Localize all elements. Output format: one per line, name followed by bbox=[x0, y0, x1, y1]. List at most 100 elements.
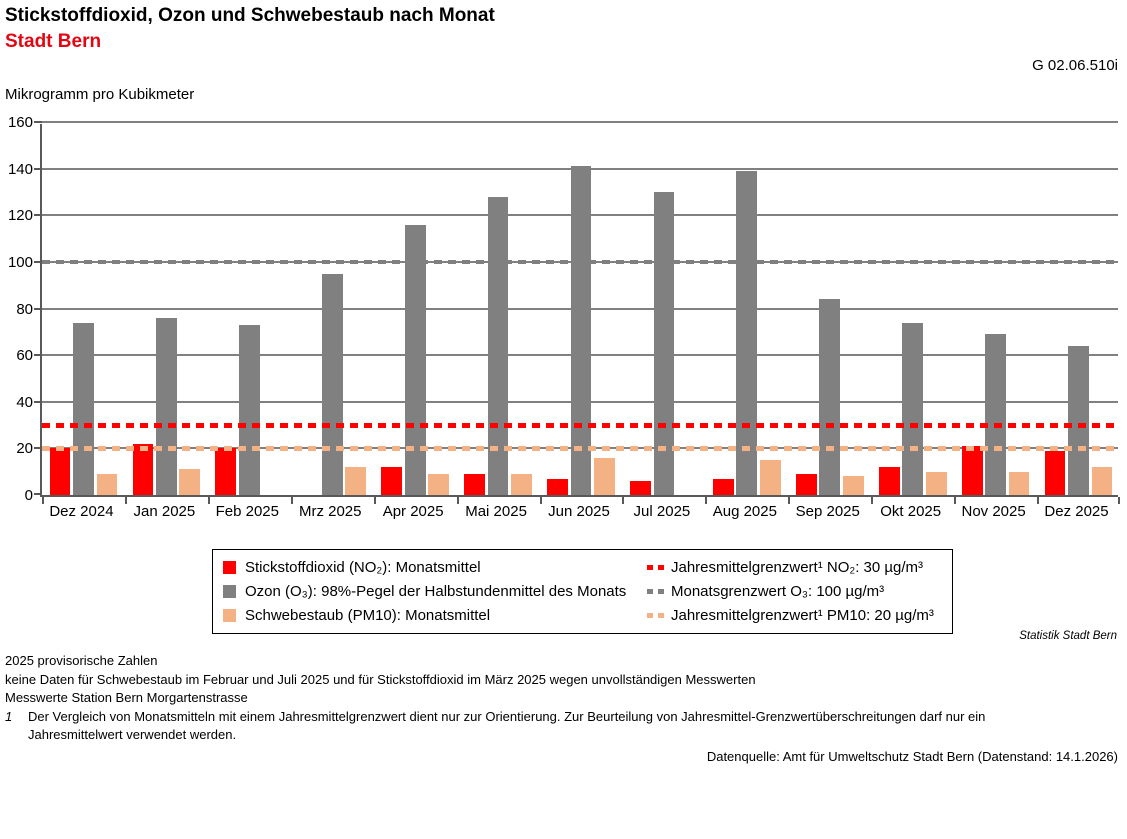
x-label-apr-2025: Apr 2025 bbox=[382, 503, 444, 520]
x-axis-tick bbox=[539, 497, 542, 504]
legend-dash-icon bbox=[647, 564, 664, 570]
bar-series1-mai-2025 bbox=[487, 196, 509, 495]
x-axis-tick bbox=[42, 497, 44, 504]
y-tick-label-140: 140 bbox=[7, 160, 33, 178]
x-axis-tick bbox=[705, 497, 708, 504]
bar-series1-nov-2025 bbox=[985, 334, 1006, 495]
bar-series0-apr-2025 bbox=[381, 467, 403, 495]
limit-line-2 bbox=[42, 445, 1118, 451]
datasource-note: Datenquelle: Amt für Umweltschutz Stadt … bbox=[706, 749, 1118, 764]
bar-series2-apr-2025 bbox=[428, 474, 449, 495]
x-axis-tick bbox=[788, 497, 791, 504]
bar-series2-mai-2025 bbox=[511, 474, 532, 495]
bar-series1-jan-2025 bbox=[156, 317, 177, 495]
y-axis-tick bbox=[34, 493, 42, 495]
y-axis-tick bbox=[34, 354, 42, 357]
note-missing-data: keine Daten für Schwebestaub im Februar … bbox=[5, 671, 756, 687]
legend-item-series-1: Ozon (O₃): 98%-Pegel der Halbstundenmitt… bbox=[223, 579, 647, 603]
x-label-mrz-2025: Mrz 2025 bbox=[298, 503, 362, 520]
x-axis-tick bbox=[207, 497, 210, 504]
x-label-sep-2025: Sep 2025 bbox=[795, 503, 860, 520]
bar-series0-dez-2024 bbox=[49, 448, 71, 495]
x-axis-tick bbox=[871, 497, 874, 504]
gridline-160 bbox=[42, 121, 1118, 123]
x-label-nov-2025: Nov 2025 bbox=[961, 503, 1026, 520]
footnote: 1 Der Vergleich von Monatsmitteln mit ei… bbox=[5, 708, 1073, 745]
page-title: Stickstoffdioxid, Ozon und Schwebestaub … bbox=[5, 5, 495, 26]
bar-series0-mai-2025 bbox=[464, 474, 485, 495]
y-tick-label-160: 160 bbox=[7, 114, 33, 131]
legend-label: Schwebestaub (PM10): Monatsmittel bbox=[245, 606, 491, 624]
legend-item-limit-0: Jahresmittelgrenzwert¹ NO₂: 30 µg/m³ bbox=[647, 555, 942, 579]
footnote-text: Der Vergleich von Monatsmitteln mit eine… bbox=[28, 708, 986, 743]
plot-area bbox=[34, 121, 1120, 504]
bar-series0-okt-2025 bbox=[878, 467, 900, 495]
legend-dash-icon bbox=[647, 588, 664, 594]
legend-dash-icon bbox=[647, 612, 664, 618]
bar-series2-dez-2025 bbox=[1091, 467, 1113, 495]
bar-series0-sep-2025 bbox=[795, 474, 817, 495]
legend-swatch-icon bbox=[223, 608, 236, 622]
bar-series0-jun-2025 bbox=[547, 478, 568, 495]
x-label-jun-2025: Jun 2025 bbox=[548, 503, 610, 520]
y-tick-label-60: 60 bbox=[16, 347, 33, 365]
bar-series2-mrz-2025 bbox=[345, 467, 367, 495]
bar-series0-jul-2025 bbox=[630, 481, 651, 495]
bar-series1-sep-2025 bbox=[819, 299, 841, 495]
bar-series1-jun-2025 bbox=[570, 166, 592, 495]
statistik-stadt-bern-note: Statistik Stadt Bern bbox=[1019, 630, 1117, 642]
bar-series1-aug-2025 bbox=[736, 170, 758, 495]
x-label-dez-2024: Dez 2024 bbox=[49, 503, 114, 520]
y-axis-tick bbox=[34, 260, 42, 263]
bar-series1-mrz-2025 bbox=[321, 273, 343, 495]
x-label-jul-2025: Jul 2025 bbox=[633, 503, 691, 520]
y-tick-label-0: 0 bbox=[24, 487, 33, 504]
x-axis-tick bbox=[124, 497, 127, 504]
legend-swatch-icon bbox=[223, 584, 236, 598]
note-station: Messwerte Station Bern Morgartenstrasse bbox=[5, 690, 248, 705]
y-tick-label-80: 80 bbox=[16, 300, 33, 318]
x-label-dez-2025: Dez 2025 bbox=[1044, 503, 1109, 520]
x-axis-tick bbox=[1118, 497, 1120, 504]
legend-label: Ozon (O₃): 98%-Pegel der Halbstundenmitt… bbox=[245, 582, 627, 600]
legend-item-series-2: Schwebestaub (PM10): Monatsmittel bbox=[223, 603, 647, 627]
x-label-jan-2025: Jan 2025 bbox=[133, 503, 196, 520]
bar-series1-apr-2025 bbox=[404, 224, 426, 495]
bar-series1-okt-2025 bbox=[902, 322, 924, 495]
bar-series2-jun-2025 bbox=[594, 457, 615, 495]
y-tick-label-100: 100 bbox=[7, 253, 33, 271]
y-tick-label-40: 40 bbox=[16, 393, 33, 411]
x-axis-tick bbox=[622, 497, 625, 504]
bar-series2-okt-2025 bbox=[925, 471, 947, 495]
bar-series0-nov-2025 bbox=[961, 446, 983, 495]
x-label-okt-2025: Okt 2025 bbox=[880, 503, 942, 520]
bar-series0-jan-2025 bbox=[132, 443, 154, 495]
y-axis-tick bbox=[34, 307, 42, 310]
page-subtitle: Stadt Bern bbox=[5, 31, 102, 52]
y-axis-tick bbox=[34, 121, 42, 123]
x-axis-tick bbox=[1037, 497, 1040, 504]
bar-series1-dez-2025 bbox=[1068, 345, 1089, 495]
bar-series2-nov-2025 bbox=[1008, 471, 1030, 495]
x-label-mai-2025: Mai 2025 bbox=[465, 503, 527, 520]
y-tick-label-20: 20 bbox=[16, 440, 33, 458]
bar-series2-aug-2025 bbox=[759, 460, 781, 495]
legend-label: Jahresmittelgrenzwert¹ NO₂: 30 µg/m³ bbox=[671, 558, 924, 576]
bar-series2-sep-2025 bbox=[842, 476, 864, 495]
legend-label: Jahresmittelgrenzwert¹ PM10: 20 µg/m³ bbox=[671, 606, 934, 624]
bar-series2-jan-2025 bbox=[179, 469, 201, 495]
bar-series1-dez-2024 bbox=[73, 322, 94, 495]
footnote-marker: 1 bbox=[5, 708, 13, 724]
bar-series1-jul-2025 bbox=[653, 191, 675, 495]
x-axis-tick bbox=[456, 497, 459, 504]
legend-item-limit-2: Jahresmittelgrenzwert¹ PM10: 20 µg/m³ bbox=[647, 603, 942, 627]
x-axis-tick bbox=[373, 497, 376, 504]
y-axis-tick bbox=[34, 214, 42, 217]
bar-series0-aug-2025 bbox=[713, 478, 734, 495]
legend-swatch-icon bbox=[223, 560, 236, 574]
legend-item-limit-1: Monatsgrenzwert O₃: 100 µg/m³ bbox=[647, 579, 942, 603]
legend-item-series-0: Stickstoffdioxid (NO₂): Monatsmittel bbox=[223, 555, 647, 579]
y-axis-labels: 0 20 40 60 80 100 120 140 160 bbox=[0, 114, 33, 504]
x-axis-tick bbox=[954, 497, 957, 504]
limit-line-1 bbox=[42, 259, 1118, 264]
